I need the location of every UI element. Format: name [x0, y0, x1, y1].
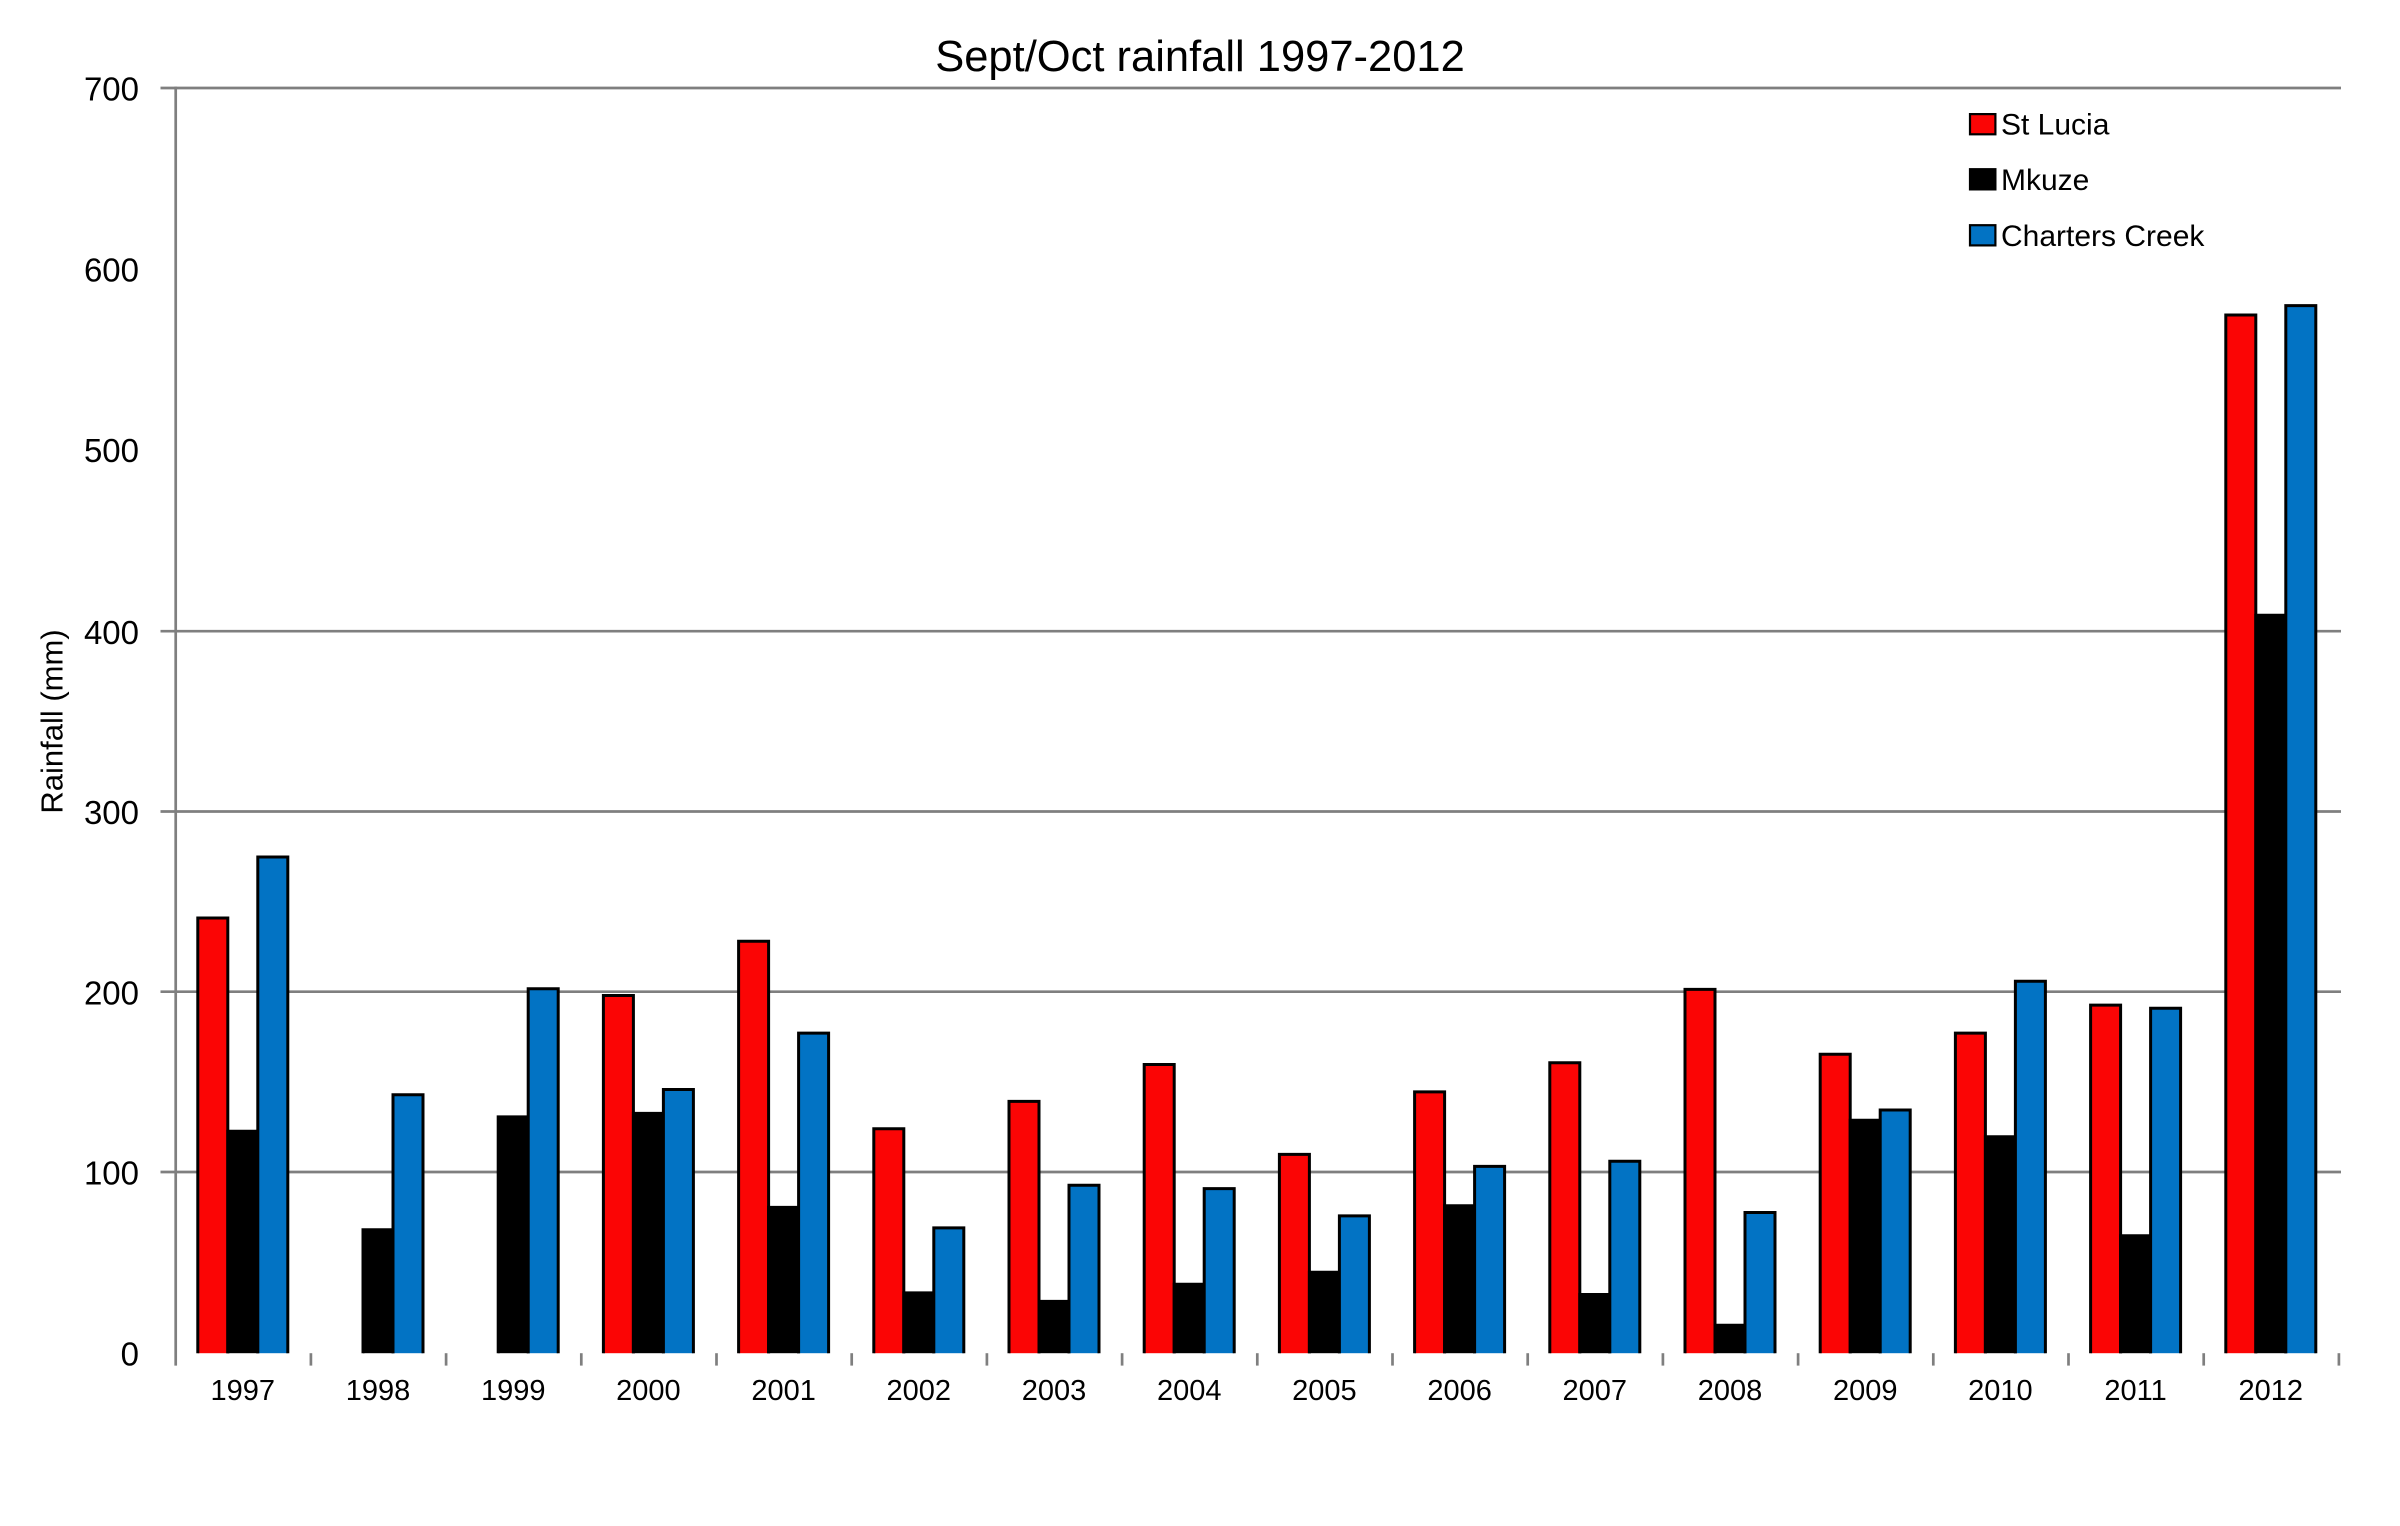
svg-text:200: 200 — [84, 974, 139, 1011]
svg-text:Rainfall (mm): Rainfall (mm) — [35, 629, 70, 813]
svg-text:2009: 2009 — [1833, 1375, 1898, 1407]
svg-text:Sept/Oct rainfall 1997-2012: Sept/Oct rainfall 1997-2012 — [935, 33, 1465, 81]
svg-text:400: 400 — [84, 614, 139, 651]
svg-text:2012: 2012 — [2239, 1375, 2304, 1407]
svg-text:600: 600 — [84, 251, 139, 288]
svg-text:2006: 2006 — [1427, 1375, 1492, 1407]
svg-text:1998: 1998 — [346, 1375, 411, 1407]
svg-text:500: 500 — [84, 432, 139, 469]
svg-text:2004: 2004 — [1157, 1375, 1222, 1407]
svg-text:Charters Creek: Charters Creek — [2001, 220, 2205, 253]
svg-text:2001: 2001 — [751, 1375, 816, 1407]
svg-text:2007: 2007 — [1563, 1375, 1628, 1407]
svg-text:2010: 2010 — [1968, 1375, 2033, 1407]
svg-text:2005: 2005 — [1292, 1375, 1357, 1407]
svg-text:700: 700 — [84, 71, 139, 108]
svg-text:1997: 1997 — [211, 1375, 276, 1407]
svg-text:2008: 2008 — [1698, 1375, 1763, 1407]
svg-text:300: 300 — [84, 794, 139, 831]
svg-text:0: 0 — [121, 1336, 139, 1373]
svg-text:2003: 2003 — [1022, 1375, 1087, 1407]
svg-text:St Lucia: St Lucia — [2001, 109, 2110, 142]
svg-text:2002: 2002 — [887, 1375, 952, 1407]
svg-text:Mkuze: Mkuze — [2001, 164, 2089, 197]
svg-text:2011: 2011 — [2104, 1375, 2166, 1407]
svg-text:100: 100 — [84, 1155, 139, 1192]
svg-text:2000: 2000 — [616, 1375, 681, 1407]
svg-text:1999: 1999 — [481, 1375, 546, 1407]
